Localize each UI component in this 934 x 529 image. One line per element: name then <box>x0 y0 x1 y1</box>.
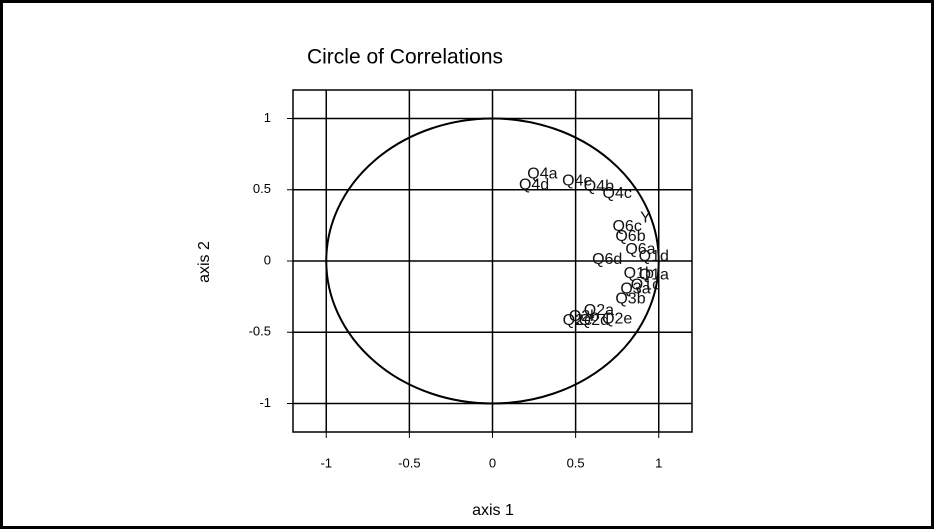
point-label: Q6b <box>615 228 645 245</box>
point-label: Y <box>640 209 651 226</box>
point-label: Q4d <box>519 177 549 194</box>
point-label: Q1a <box>639 266 669 283</box>
point-label: Q4e <box>562 172 592 189</box>
y-tick-label: 0.5 <box>253 181 271 196</box>
point-label: Q3b <box>615 291 645 308</box>
x-tick-label: -1 <box>320 455 332 470</box>
x-tick-label: -0.5 <box>398 455 420 470</box>
x-tick-label: 0 <box>489 455 496 470</box>
point-label: Q4c <box>603 185 632 202</box>
x-axis-label: axis 1 <box>472 502 514 519</box>
y-tick-label: 0 <box>264 252 271 267</box>
point-label: Q4b <box>584 178 614 195</box>
point-label: Q6d <box>592 251 622 268</box>
unit-circle <box>325 117 660 405</box>
point-label: Q1d <box>639 248 669 265</box>
point-label: Q6a <box>625 241 655 258</box>
point-label: Q1c <box>631 276 660 293</box>
point-label: Q1b <box>624 265 654 282</box>
x-tick-label: 1 <box>655 455 662 470</box>
y-axis-label: axis 2 <box>196 241 213 283</box>
point-label: Q2c <box>563 312 592 329</box>
point-label: Q6c <box>612 218 641 235</box>
point-label: Q2e <box>602 311 632 328</box>
x-tick-label: 0.5 <box>567 455 585 470</box>
chart-title: Circle of Correlations <box>307 46 503 69</box>
y-tick-label: -1 <box>259 395 271 410</box>
point-label: Q4a <box>527 165 557 182</box>
point-label: Q2a <box>584 302 614 319</box>
point-label: Q2d <box>579 312 609 329</box>
y-tick-label: 1 <box>264 110 271 125</box>
y-tick-label: -0.5 <box>249 324 271 339</box>
point-label: Q2b <box>569 308 599 325</box>
point-label: Q3a <box>620 281 650 298</box>
